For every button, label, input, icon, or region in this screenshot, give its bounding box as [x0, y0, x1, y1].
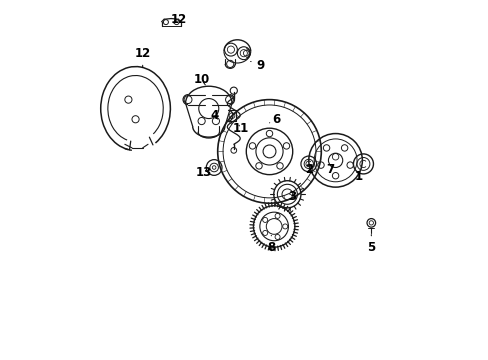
- Text: 10: 10: [193, 73, 209, 86]
- Text: 4: 4: [209, 109, 218, 122]
- Text: 8: 8: [266, 235, 275, 255]
- Text: 13: 13: [195, 166, 211, 179]
- Text: 1: 1: [354, 170, 362, 183]
- Text: 11: 11: [232, 122, 248, 135]
- Text: 12: 12: [170, 13, 186, 26]
- Text: 9: 9: [250, 59, 264, 72]
- Text: 12: 12: [134, 47, 150, 67]
- Text: 5: 5: [366, 235, 375, 255]
- Text: 2: 2: [304, 163, 312, 176]
- Text: 7: 7: [325, 163, 334, 176]
- Text: 3: 3: [288, 190, 296, 203]
- Text: 6: 6: [269, 113, 280, 126]
